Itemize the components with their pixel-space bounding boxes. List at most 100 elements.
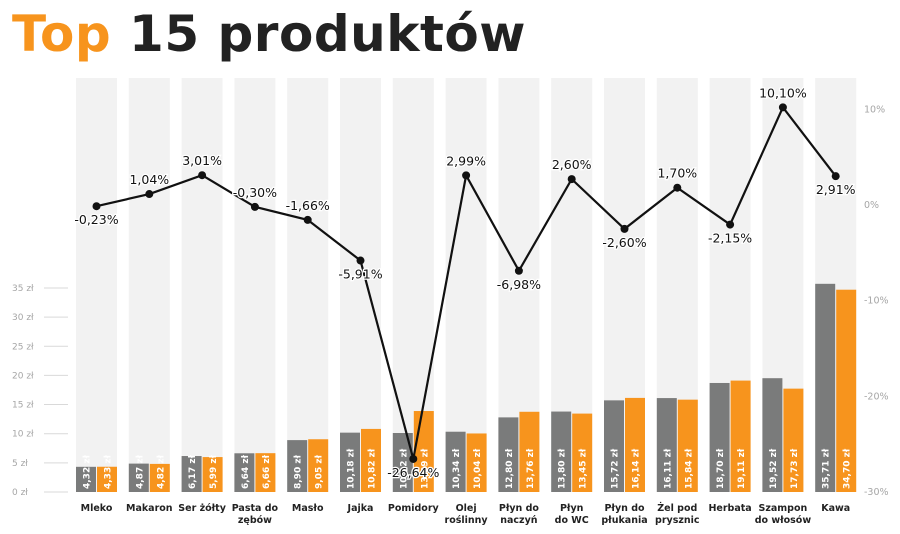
bar-series-b bbox=[730, 380, 751, 492]
y-right-tick-label: 10% bbox=[864, 104, 885, 115]
category-background bbox=[181, 78, 223, 492]
bar-value-label-b: 10,82 zł bbox=[368, 448, 378, 489]
change-label: 2,99% bbox=[446, 153, 486, 168]
category-label: Szampon do włosów bbox=[755, 503, 812, 526]
bar-value-label-a: 8,90 zł bbox=[294, 454, 304, 489]
change-point bbox=[831, 172, 840, 181]
change-label: -1,66% bbox=[286, 198, 330, 213]
bar-value-label-a: 6,64 zł bbox=[241, 454, 251, 489]
change-point bbox=[567, 175, 576, 184]
category-label-line: Mleko bbox=[81, 503, 113, 514]
bar-value-label-b: 13,76 zł bbox=[526, 448, 536, 489]
bar-series-a bbox=[498, 417, 519, 492]
y-right-tick-label: -20% bbox=[864, 391, 889, 402]
change-point bbox=[778, 103, 787, 112]
change-point bbox=[356, 256, 365, 265]
category-label-line: Olej bbox=[456, 503, 477, 514]
change-point bbox=[462, 171, 471, 180]
bar-value-label-a: 10,18 zł bbox=[347, 448, 357, 489]
bar-series-b bbox=[836, 289, 857, 492]
category-label-line: zębów bbox=[238, 515, 272, 526]
bar-value-label-b: 4,82 zł bbox=[156, 454, 166, 489]
bar-series-b bbox=[97, 466, 117, 492]
category-label-line: prysznic bbox=[655, 515, 700, 526]
category-label-line: Płyn bbox=[560, 503, 584, 514]
y-left-tick-label: 0 zł bbox=[12, 488, 28, 498]
category-label: Pasta do zębów bbox=[232, 503, 279, 526]
bar-series-a bbox=[445, 431, 466, 492]
category-label-line: płukania bbox=[601, 515, 647, 526]
bar-value-label-b: 13,89 zł bbox=[420, 448, 430, 489]
bar-series-b bbox=[361, 428, 381, 492]
bar-series-a bbox=[340, 432, 360, 492]
category-label: Masło bbox=[292, 503, 324, 514]
category-label: Olej roślinny bbox=[445, 503, 489, 526]
title-accent: Top bbox=[12, 5, 112, 63]
category-label-line: do włosów bbox=[755, 515, 812, 526]
change-point bbox=[198, 171, 207, 180]
category-label-line: Jajka bbox=[347, 503, 374, 514]
category-label: Płyn do WC bbox=[555, 503, 589, 526]
bar-value-label-b: 5,99 zł bbox=[209, 454, 219, 489]
category-label-line: Herbata bbox=[708, 503, 751, 514]
bar-series-a bbox=[815, 283, 836, 492]
category-label: Płyn do płukania bbox=[601, 503, 647, 526]
bar-value-label-b: 13,45 zł bbox=[579, 448, 589, 489]
category-label: Makaron bbox=[126, 503, 173, 514]
category-label-line: Pasta do bbox=[232, 503, 279, 514]
bar-value-label-b: 19,11 zł bbox=[737, 448, 747, 489]
category-label-line: Żel pod bbox=[657, 503, 697, 514]
bar-series-a bbox=[181, 456, 202, 492]
y-left-tick-label: 30 zł bbox=[12, 313, 34, 323]
change-label: -6,98% bbox=[497, 277, 541, 292]
y-right-tick-label: 0% bbox=[864, 200, 879, 211]
bar-series-b bbox=[149, 463, 170, 492]
change-label: 2,91% bbox=[816, 182, 856, 197]
change-label: -2,60% bbox=[602, 235, 646, 250]
bar-series-b bbox=[677, 399, 698, 492]
category-label: Mleko bbox=[81, 503, 113, 514]
bar-series-b bbox=[519, 411, 540, 492]
category-label-line: Masło bbox=[292, 503, 324, 514]
y-right-tick-label: -10% bbox=[864, 296, 889, 307]
category-label: Kawa bbox=[821, 503, 850, 514]
change-point bbox=[620, 224, 629, 233]
change-point bbox=[250, 202, 259, 211]
bar-series-a bbox=[604, 400, 624, 492]
bar-value-label-b: 4,33 zł bbox=[104, 454, 114, 489]
bar-value-label-a: 10,34 zł bbox=[452, 448, 462, 489]
category-label: Herbata bbox=[708, 503, 751, 514]
bar-value-label-b: 6,66 zł bbox=[262, 454, 272, 489]
change-point bbox=[145, 190, 154, 199]
change-point bbox=[514, 266, 523, 275]
bar-value-label-a: 35,71 zł bbox=[822, 448, 832, 489]
change-point bbox=[92, 202, 101, 211]
bar-series-b bbox=[625, 397, 645, 492]
category-background bbox=[445, 78, 487, 492]
category-background bbox=[76, 78, 117, 492]
bar-value-label-b: 10,04 zł bbox=[473, 448, 483, 489]
bar-series-b bbox=[572, 413, 593, 492]
bar-value-label-a: 10,12 zł bbox=[399, 448, 409, 489]
y-left-tick-label: 10 zł bbox=[12, 430, 34, 440]
category-label: Płyn do naczyń bbox=[499, 503, 540, 526]
category-background bbox=[234, 78, 276, 492]
category-label-line: Makaron bbox=[126, 503, 173, 514]
y-left-tick-label: 25 zł bbox=[12, 342, 34, 352]
category-background bbox=[287, 78, 329, 492]
y-left-tick-label: 20 zł bbox=[12, 371, 34, 381]
change-label: -26,64% bbox=[387, 465, 439, 480]
category-background bbox=[128, 78, 170, 492]
category-label-line: Ser żółty bbox=[178, 503, 226, 514]
change-label: -5,91% bbox=[338, 267, 382, 282]
change-label: -0,23% bbox=[74, 212, 118, 227]
bar-value-label-a: 15,72 zł bbox=[611, 448, 621, 489]
category-label: Ser żółty bbox=[178, 503, 226, 514]
category-label: Żel pod prysznic bbox=[655, 503, 700, 526]
change-label: 2,60% bbox=[552, 157, 592, 172]
bar-value-label-a: 12,80 zł bbox=[505, 448, 515, 489]
bar-value-label-a: 6,17 zł bbox=[188, 454, 198, 489]
change-label: 1,04% bbox=[129, 172, 169, 187]
category-label-line: Pomidory bbox=[388, 503, 440, 514]
category-label: Pomidory bbox=[388, 503, 440, 514]
